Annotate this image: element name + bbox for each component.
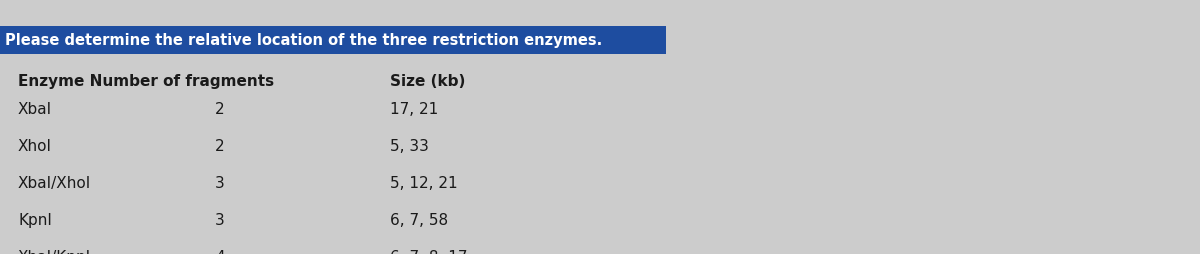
Text: KpnI: KpnI: [18, 213, 52, 228]
Text: 6, 7, 8, 17: 6, 7, 8, 17: [390, 249, 468, 254]
Text: XhoI: XhoI: [18, 139, 52, 154]
Bar: [0, 27, 666, 55]
Text: XbaI/KpnI: XbaI/KpnI: [18, 249, 91, 254]
Text: 2: 2: [215, 139, 224, 154]
Text: 4: 4: [215, 249, 224, 254]
Text: XbaI: XbaI: [18, 102, 52, 117]
Text: 3: 3: [215, 176, 224, 191]
Text: 2: 2: [215, 102, 224, 117]
Text: 6, 7, 58: 6, 7, 58: [390, 213, 448, 228]
Text: Enzyme Number of fragments: Enzyme Number of fragments: [18, 74, 274, 89]
Text: Size (kb): Size (kb): [390, 74, 466, 89]
Text: XbaI/XhoI: XbaI/XhoI: [18, 176, 91, 191]
Text: 5, 33: 5, 33: [390, 139, 428, 154]
Text: 17, 21: 17, 21: [390, 102, 438, 117]
Text: 3: 3: [215, 213, 224, 228]
Text: Please determine the relative location of the three restriction enzymes.: Please determine the relative location o…: [5, 33, 602, 48]
Text: 5, 12, 21: 5, 12, 21: [390, 176, 457, 191]
